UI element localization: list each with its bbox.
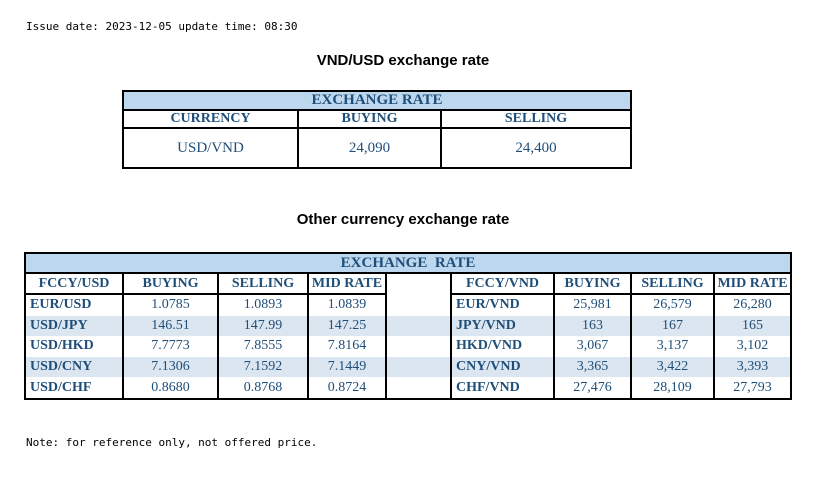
- spacer-column: [385, 273, 452, 294]
- mid-rate-cell: 7.8164: [307, 336, 387, 357]
- usd-section-title: VND/USD exchange rate: [316, 52, 490, 69]
- buying-rate-cell: 25,981: [553, 294, 632, 316]
- selling-rate-cell: 24,400: [439, 127, 633, 169]
- selling-rate-cell: 7.8555: [217, 336, 309, 357]
- pair-cell: EUR/VND: [450, 294, 555, 316]
- buying-column-header: BUYING: [122, 273, 219, 295]
- buying-rate-cell: 24,090: [297, 127, 442, 169]
- mid-rate-cell: 26,280: [712, 294, 793, 316]
- mid-rate-column-header: MID RATE: [712, 273, 793, 295]
- exchange-rate-header: EXCHANGE RATE: [23, 253, 793, 274]
- usd-vnd-rate-table: EXCHANGE RATE CURRENCY BUYING SELLING US…: [121, 90, 633, 169]
- selling-rate-cell: 3,422: [630, 356, 715, 378]
- other-currency-rate-table: EXCHANGE RATE FCCY/USD BUYING SELLING MI…: [23, 252, 793, 400]
- table-header-row: EXCHANGE RATE: [121, 90, 633, 111]
- mid-rate-cell: 27,793: [712, 377, 793, 399]
- buying-rate-cell: 27,476: [553, 377, 632, 399]
- spacer-cell: [385, 294, 452, 316]
- selling-rate-cell: 28,109: [630, 377, 715, 399]
- buying-column-header: BUYING: [553, 273, 632, 295]
- note-text: Note: for reference only, not offered pr…: [26, 436, 318, 449]
- buying-rate-cell: 1.0785: [122, 294, 219, 316]
- other-section-title: Other currency exchange rate: [296, 211, 510, 228]
- pair-cell: USD/JPY: [24, 315, 124, 337]
- table-row: USD/CNY 7.1306 7.1592 7.1449 CNY/VND 3,3…: [24, 356, 793, 378]
- pair-cell: CHF/VND: [450, 377, 555, 399]
- mid-rate-column-header: MID RATE: [307, 273, 387, 295]
- buying-rate-cell: 3,067: [553, 336, 632, 357]
- pair-cell: USD/CNY: [24, 356, 124, 378]
- table-header-row: EXCHANGE RATE: [23, 253, 793, 274]
- buying-rate-cell: 7.1306: [122, 356, 219, 378]
- pair-cell: EUR/USD: [24, 294, 124, 316]
- exchange-rate-header: EXCHANGE RATE: [121, 90, 633, 111]
- buying-rate-cell: 7.7773: [122, 336, 219, 357]
- spacer-cell: [385, 336, 452, 357]
- mid-rate-cell: 0.8724: [307, 377, 387, 399]
- buying-rate-cell: 146.51: [122, 315, 219, 337]
- selling-column-header: SELLING: [439, 109, 633, 129]
- selling-rate-cell: 147.99: [217, 315, 309, 337]
- column-header-row: FCCY/USD BUYING SELLING MID RATE FCCY/VN…: [24, 273, 793, 295]
- buying-rate-cell: 163: [553, 315, 632, 337]
- currency-pair-cell: USD/VND: [122, 127, 299, 169]
- selling-rate-cell: 167: [630, 315, 715, 337]
- table-row: USD/JPY 146.51 147.99 147.25 JPY/VND 163…: [24, 315, 793, 337]
- fccy-vnd-column-header: FCCY/VND: [450, 273, 555, 295]
- column-header-row: CURRENCY BUYING SELLING: [122, 109, 633, 129]
- mid-rate-cell: 3,393: [712, 356, 793, 378]
- fccy-usd-column-header: FCCY/USD: [24, 273, 124, 295]
- table-row: USD/CHF 0.8680 0.8768 0.8724 CHF/VND 27,…: [24, 377, 793, 399]
- selling-rate-cell: 3,137: [630, 336, 715, 357]
- spacer-cell: [385, 356, 452, 378]
- selling-rate-cell: 1.0893: [217, 294, 309, 316]
- table-row: USD/HKD 7.7773 7.8555 7.8164 HKD/VND 3,0…: [24, 336, 793, 357]
- spacer-cell: [385, 377, 452, 399]
- buying-rate-cell: 0.8680: [122, 377, 219, 399]
- buying-rate-cell: 3,365: [553, 356, 632, 378]
- buying-column-header: BUYING: [297, 109, 442, 129]
- mid-rate-cell: 7.1449: [307, 356, 387, 378]
- mid-rate-cell: 3,102: [712, 336, 793, 357]
- selling-rate-cell: 7.1592: [217, 356, 309, 378]
- selling-column-header: SELLING: [630, 273, 715, 295]
- mid-rate-cell: 1.0839: [307, 294, 387, 316]
- spacer-cell: [385, 315, 452, 337]
- selling-rate-cell: 0.8768: [217, 377, 309, 399]
- mid-rate-cell: 147.25: [307, 315, 387, 337]
- pair-cell: USD/CHF: [24, 377, 124, 399]
- pair-cell: USD/HKD: [24, 336, 124, 357]
- mid-rate-cell: 165: [712, 315, 793, 337]
- pair-cell: JPY/VND: [450, 315, 555, 337]
- table-row: EUR/USD 1.0785 1.0893 1.0839 EUR/VND 25,…: [24, 294, 793, 316]
- pair-cell: CNY/VND: [450, 356, 555, 378]
- table-row: USD/VND 24,090 24,400: [122, 127, 633, 169]
- issue-date-text: Issue date: 2023-12-05 update time: 08:3…: [26, 20, 298, 33]
- selling-rate-cell: 26,579: [630, 294, 715, 316]
- selling-column-header: SELLING: [217, 273, 309, 295]
- pair-cell: HKD/VND: [450, 336, 555, 357]
- currency-column-header: CURRENCY: [122, 109, 299, 129]
